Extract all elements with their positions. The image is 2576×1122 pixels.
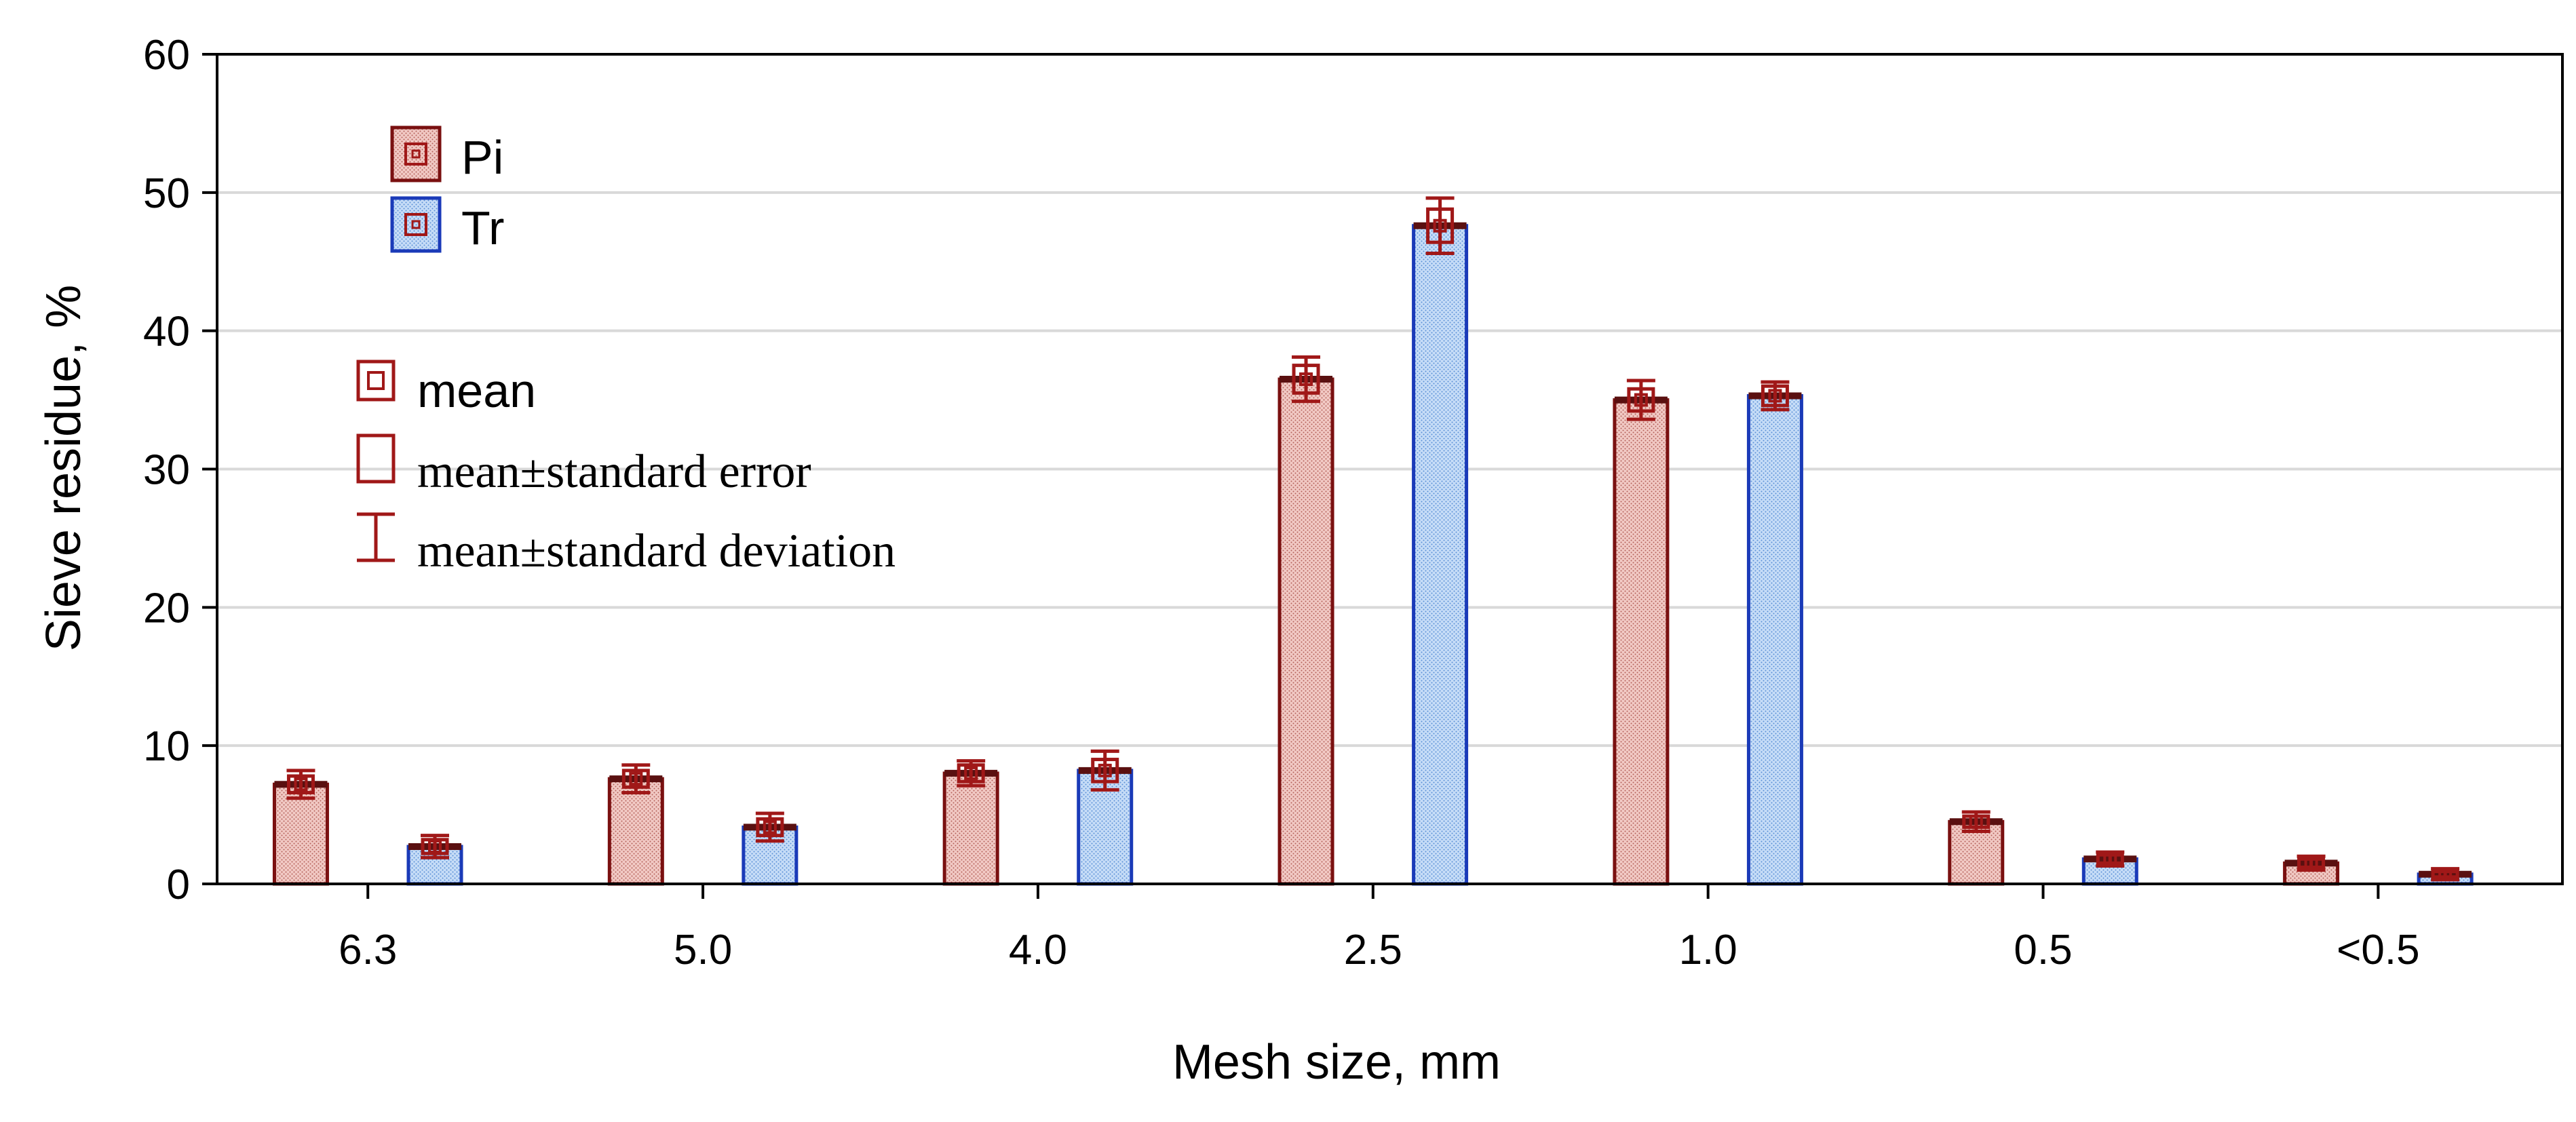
legend-label-sd: mean±standard deviation [417,525,896,577]
mean-marker [1098,763,1112,777]
bar-tr [1746,393,1803,886]
y-axis-title: Sieve residue, % [37,285,91,651]
legend-label-tr: Tr [461,201,504,254]
mean-symbol-inner-icon [367,371,385,390]
legend-item-sd: mean±standard deviation [357,512,896,577]
y-tick-label: 20 [143,585,190,632]
bar-pi [1277,377,1334,886]
legend-swatch-tr [390,196,442,253]
se-box [756,817,784,838]
se-box [1426,207,1455,244]
mean-marker [2304,856,2318,870]
mean-marker [1969,815,1983,829]
bar-pi [272,782,329,886]
y-tick-label: 40 [143,309,190,355]
legend-label-se: mean±standard error [417,446,811,498]
x-tick-label: 0.5 [2014,927,2072,973]
x-tick-label: 5.0 [674,927,732,973]
se-box [1627,387,1655,413]
bar-tr [1412,224,1469,886]
legend-item-mean: mean [356,360,536,417]
mean-marker [1634,393,1648,407]
mean-marker [2438,867,2453,881]
se-box [1761,384,1789,408]
x-tick-label: 6.3 [339,927,397,973]
bar-pi [607,777,664,886]
legend-label-pi: Pi [461,131,503,184]
mean-symbol-icon [356,360,396,402]
mean-marker [428,839,442,853]
legend-swatch-pi-mean-inner [411,149,421,159]
legend-item-tr: Tr [390,196,504,254]
legend-item-pi: Pi [390,125,503,184]
legend-swatch-tr-mean-inner [411,220,421,229]
x-tick-label: <0.5 [2337,927,2419,973]
se-box [957,763,985,784]
mean-marker [964,766,978,780]
legend-swatch-pi-mean-icon [404,142,427,166]
se-box [1292,364,1320,395]
standard-error-box-icon [356,433,396,484]
legend-swatch-pi [390,125,442,182]
se-box [2431,870,2459,879]
x-tick-label: 1.0 [1679,927,1737,973]
se-box [1091,758,1119,784]
mean-marker [1768,389,1782,403]
bar-pi [942,771,999,886]
mean-marker [294,777,308,792]
y-tick-label: 30 [143,447,190,494]
legend-item-se: mean±standard error [356,433,811,498]
se-box [286,774,315,794]
y-tick-label: 60 [143,32,190,79]
x-tick-label: 4.0 [1009,927,1067,973]
mean-marker [2103,852,2117,866]
legend-swatch-tr-mean-icon [404,213,427,236]
y-tick-label: 50 [143,170,190,217]
mean-marker [629,772,643,786]
mean-marker [1433,218,1447,233]
mean-marker [763,820,777,834]
x-axis-title: Mesh size, mm [1172,1035,1501,1089]
legend: Pi Tr mean mean±standard error [356,125,896,577]
x-tick-label: 2.5 [1344,927,1402,973]
y-tick-label: 10 [143,723,190,770]
se-box [621,769,650,789]
y-tick-label: 0 [167,862,190,908]
se-box [421,838,449,855]
legend-label-mean: mean [417,364,536,417]
bar-pi [1613,398,1670,886]
mean-marker [1299,372,1313,387]
